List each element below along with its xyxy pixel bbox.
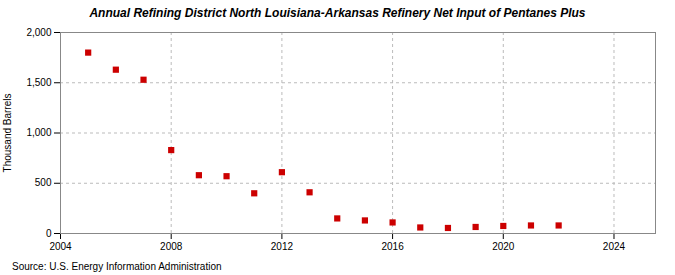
svg-text:2012: 2012	[271, 241, 294, 252]
svg-text:Thousand Barrels: Thousand Barrels	[2, 94, 13, 173]
svg-text:2016: 2016	[381, 241, 404, 252]
html-text:Annual Refining District North: Annual Refining District North Louisiana…	[89, 6, 586, 20]
svg-text:2020: 2020	[492, 241, 515, 252]
svg-text:0: 0	[46, 228, 52, 239]
svg-text:2008: 2008	[160, 241, 183, 252]
svg-text:1,500: 1,500	[26, 77, 51, 88]
svg-text:500: 500	[35, 177, 52, 188]
svg-text:2024: 2024	[603, 241, 626, 252]
svg-text:2,000: 2,000	[26, 27, 51, 38]
html-text:Source: U.S. Energy Informatio: Source: U.S. Energy Information Administ…	[12, 261, 222, 272]
svg-text:2004: 2004	[49, 241, 72, 252]
svg-text:1,000: 1,000	[26, 127, 51, 138]
